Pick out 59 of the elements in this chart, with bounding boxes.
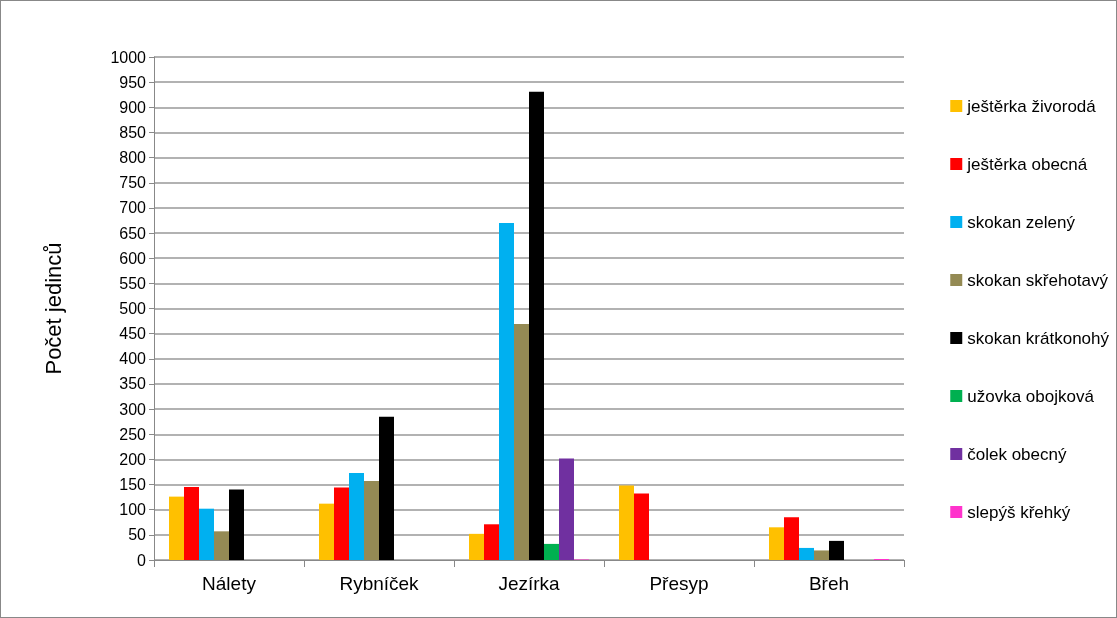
bar [814, 550, 829, 560]
y-tick-label: 650 [119, 224, 147, 242]
y-tick-label: 400 [119, 350, 147, 368]
y-tick-label: 450 [119, 325, 147, 343]
bar [379, 416, 394, 560]
bar [184, 487, 199, 560]
y-tick-label: 900 [119, 98, 147, 116]
x-tick-label: Rybníček [339, 573, 420, 594]
y-tick-label: 250 [119, 425, 147, 443]
bar [199, 508, 214, 560]
bar [214, 531, 229, 560]
bar [784, 517, 799, 560]
y-tick-label: 800 [119, 149, 147, 167]
y-tick-label: 350 [119, 375, 147, 393]
legend-label: skokan krátkonohý [967, 328, 1110, 348]
legend-label: ještěrka živorodá [966, 96, 1097, 116]
bar [529, 91, 544, 560]
y-tick-label: 100 [119, 501, 147, 519]
y-tick-label: 50 [128, 526, 147, 544]
bar [469, 533, 484, 560]
bar [559, 458, 574, 560]
y-tick-label: 600 [119, 249, 147, 267]
bar [499, 222, 514, 560]
y-tick-label: 300 [119, 400, 147, 418]
y-tick-label: 500 [119, 300, 147, 317]
legend-label: ještěrka obecná [966, 154, 1088, 174]
bar [349, 472, 364, 560]
legend-label: užovka obojková [967, 386, 1095, 406]
y-tick-label: 200 [119, 450, 147, 468]
bar [334, 487, 349, 560]
x-tick-label: Břeh [808, 573, 850, 594]
bar [544, 543, 559, 560]
legend-label: skokan zelený [967, 212, 1076, 232]
bar [514, 324, 529, 560]
x-tick-label: Přesyp [649, 573, 709, 594]
legend-label: slepýš křehký [967, 502, 1071, 522]
legend-label: skokan skřehotavý [967, 270, 1109, 290]
bar [484, 524, 499, 560]
x-tick-label: Nálety [202, 573, 257, 594]
y-tick-label: 950 [119, 73, 147, 91]
y-tick-label: 700 [119, 199, 147, 217]
bar [619, 485, 634, 560]
y-tick-label: 150 [119, 476, 147, 494]
bar [634, 493, 649, 560]
y-axis-title: Počet jedinců [40, 242, 66, 375]
legend-label: čolek obecný [967, 444, 1067, 464]
bar [364, 481, 379, 560]
y-tick-label: 0 [137, 551, 147, 569]
y-tick-label: 550 [119, 274, 147, 292]
x-tick-label: Jezírka [498, 573, 561, 594]
y-tick-label: 1000 [110, 48, 147, 66]
bar [169, 496, 184, 560]
bar [229, 489, 244, 560]
y-tick-label: 850 [119, 123, 147, 141]
bar [829, 540, 844, 560]
bar [799, 547, 814, 560]
bar [769, 527, 784, 560]
bar [319, 503, 334, 560]
y-tick-label: 750 [119, 174, 147, 192]
